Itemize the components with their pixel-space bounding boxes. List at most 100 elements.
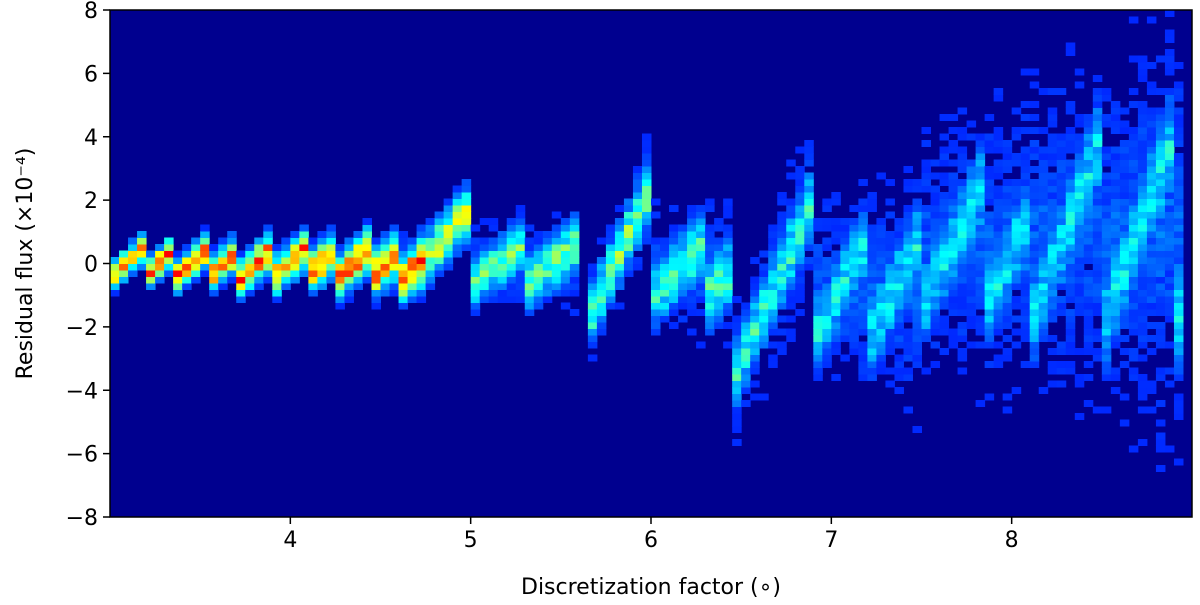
heatmap-cell [1119,192,1130,199]
heatmap-cell [1164,270,1175,277]
heatmap-cell [777,237,787,245]
heatmap-cell [831,257,841,264]
heatmap-cell [993,263,1004,271]
heatmap-cell [623,218,634,225]
heatmap-cell [218,270,228,277]
heatmap-cell [335,263,345,271]
heatmap-cell [641,218,652,225]
heatmap-cell [957,289,968,297]
heatmap-cell [1020,283,1031,290]
heatmap-cell [930,315,941,323]
heatmap-cell [155,244,165,251]
heatmap-cell [569,244,580,251]
heatmap-cell [669,205,679,212]
heatmap-cell [308,276,318,284]
heatmap-cell [777,328,787,336]
heatmap-cell [1038,322,1049,329]
heatmap-cell [921,302,932,310]
heatmap-cell [705,283,715,290]
heatmap-cell [705,296,715,303]
heatmap-cell [822,205,832,212]
heatmap-cell [236,296,246,303]
heatmap-cell [173,263,183,271]
heatmap-cell [1029,244,1040,251]
heatmap-cell [786,270,796,277]
heatmap-cell [1146,179,1157,186]
heatmap-cell [957,107,968,115]
heatmap-cell [1155,179,1166,186]
heatmap-cell [966,244,977,251]
heatmap-cell [1155,309,1166,316]
heatmap-cell [993,361,1004,368]
heatmap-cell [948,263,959,271]
heatmap-cell [660,296,670,303]
heatmap-cell [876,237,886,245]
heatmap-cell [651,309,661,316]
heatmap-cell [822,296,832,303]
heatmap-cell [840,354,850,362]
heatmap-cell [1164,62,1175,69]
heatmap-cell [858,354,868,362]
heatmap-cell [795,244,805,251]
heatmap-cell [867,309,877,316]
heatmap-cell [939,159,950,167]
heatmap-cell [948,205,959,212]
heatmap-cell [957,244,968,251]
heatmap-cell [362,224,372,232]
heatmap-cell [1092,250,1103,258]
heatmap-cell [903,309,913,316]
heatmap-cell [975,224,986,232]
heatmap-cell [1020,309,1031,316]
heatmap-cell [200,244,210,251]
heatmap-cell [1029,224,1040,232]
heatmap-cell [1092,146,1103,154]
heatmap-cell [1065,166,1076,173]
heatmap-cell [669,257,679,264]
heatmap-cell [876,309,886,316]
heatmap-cell [840,250,850,258]
heatmap-cell [678,289,688,297]
heatmap-cell [434,218,445,225]
heatmap-cell [822,257,832,264]
heatmap-cell [804,198,814,206]
heatmap-cell [1092,231,1103,238]
heatmap-cell [840,270,850,277]
heatmap-cell [840,263,850,271]
heatmap-cell [939,315,950,323]
heatmap-cell [849,270,859,277]
heatmap-cell [263,244,273,251]
heatmap-cell [930,172,941,180]
heatmap-cell [614,263,625,271]
heatmap-cell [1002,185,1013,193]
heatmap-cell [795,283,805,290]
heatmap-cell [542,244,553,251]
heatmap-cell [912,309,922,316]
heatmap-cell [524,289,535,297]
heatmap-cell [939,296,950,303]
heatmap-cell [777,315,787,323]
heatmap-cell [930,302,941,310]
heatmap-cell [993,296,1004,303]
heatmap-cell [614,257,625,264]
heatmap-cell [1056,159,1067,167]
heatmap-cell [632,224,643,232]
heatmap-cell [1011,218,1022,225]
heatmap-cell [867,231,877,238]
heatmap-cell [651,198,661,206]
heatmap-cell [732,335,742,342]
heatmap-cell [714,244,724,251]
heatmap-cell [858,263,868,271]
heatmap-cell [1011,387,1022,394]
heatmap-cell [1056,211,1067,219]
heatmap-cell [515,237,526,245]
heatmap-cell [1128,55,1139,63]
heatmap-cell [587,309,598,316]
heatmap-cell [741,348,751,355]
heatmap-cell [1056,198,1067,206]
heatmap-cell [750,341,760,349]
heatmap-cell [948,270,959,277]
heatmap-cell [1029,153,1040,160]
heatmap-cell [768,341,778,349]
heatmap-cell [569,237,580,245]
heatmap-cell [1047,250,1058,258]
